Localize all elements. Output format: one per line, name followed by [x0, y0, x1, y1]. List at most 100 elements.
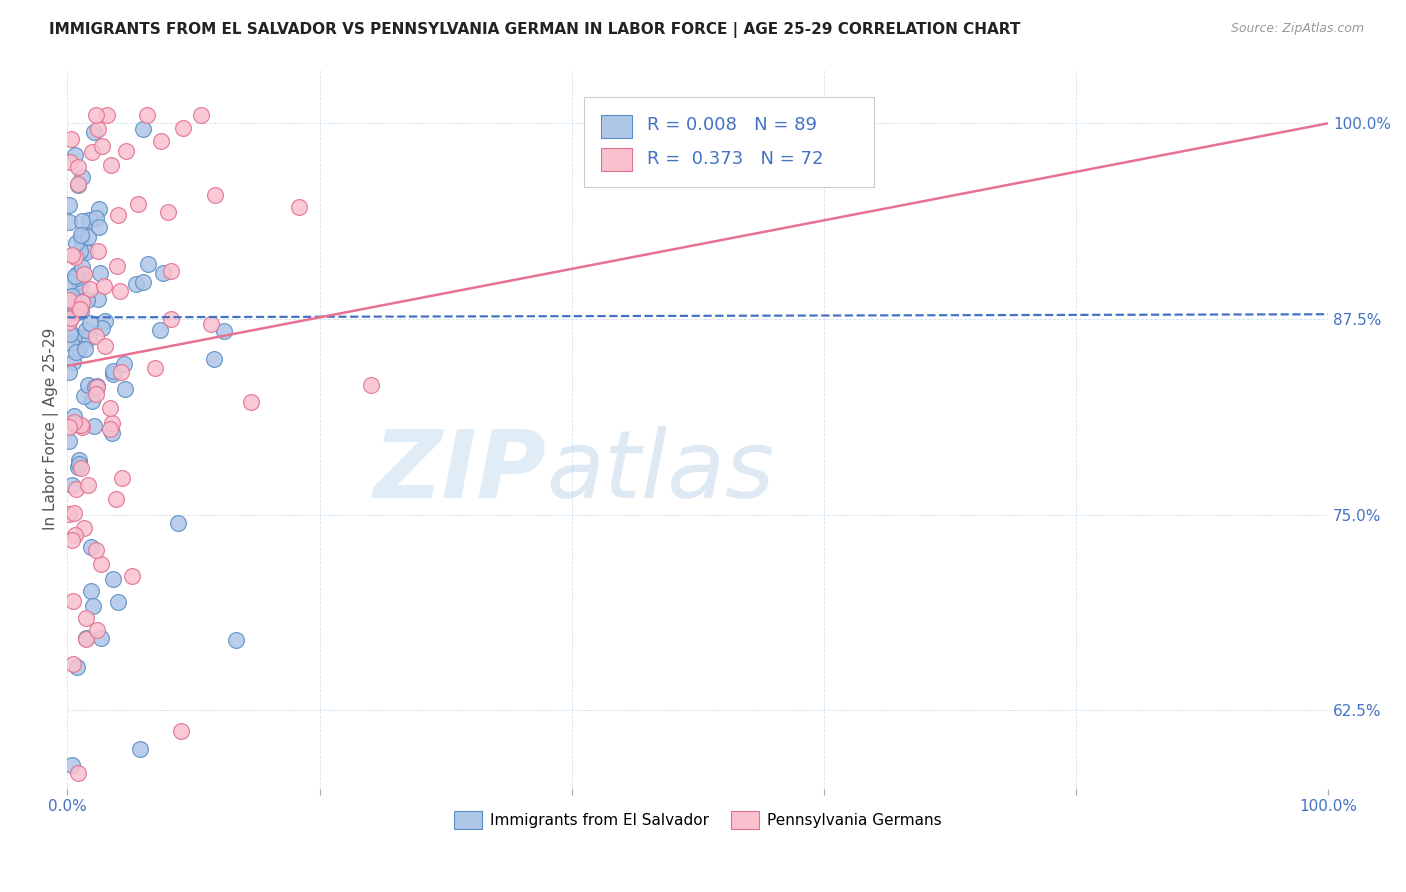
Point [90, 139, 112, 153]
Point [58, 307, 80, 321]
Point [108, 284, 131, 298]
Text: R =  0.373   N = 72: R = 0.373 N = 72 [647, 150, 824, 168]
Point [84, 543, 107, 558]
Point [66, 177, 89, 191]
Point [225, 632, 247, 647]
Text: atlas: atlas [547, 426, 775, 517]
Point [65, 271, 87, 285]
Point [75, 632, 97, 647]
Point [110, 365, 132, 379]
Point [67, 453, 90, 467]
Point [90, 558, 112, 572]
Point [58, 215, 80, 229]
Point [69, 278, 91, 293]
Point [84, 379, 107, 393]
Point [75, 631, 97, 645]
Point [59, 155, 82, 169]
Point [107, 595, 129, 609]
Point [100, 158, 122, 172]
Point [66, 300, 89, 314]
Point [202, 352, 225, 367]
Point [132, 122, 155, 136]
Point [77, 230, 100, 244]
Point [115, 145, 138, 159]
Point [86, 623, 108, 637]
Point [166, 516, 188, 530]
Point [80, 393, 103, 408]
Point [93, 314, 115, 328]
Point [58, 275, 80, 289]
Point [58, 198, 80, 212]
Point [70, 268, 93, 283]
Point [87, 292, 110, 306]
Point [111, 471, 134, 485]
Point [87, 202, 110, 217]
Point [72, 389, 94, 403]
Point [136, 108, 159, 122]
Point [112, 357, 135, 371]
Point [90, 321, 112, 335]
Point [69, 231, 91, 245]
Point [101, 368, 124, 382]
Point [93, 339, 115, 353]
Point [83, 125, 105, 139]
Point [69, 244, 91, 258]
Point [62, 657, 84, 671]
Point [101, 364, 124, 378]
Point [204, 187, 226, 202]
Point [60, 335, 83, 350]
Point [107, 208, 129, 222]
Point [63, 251, 86, 265]
Point [67, 285, 90, 300]
Point [360, 377, 382, 392]
Point [159, 263, 181, 277]
Point [73, 268, 96, 282]
Point [75, 611, 97, 625]
Point [90, 631, 112, 645]
FancyBboxPatch shape [585, 97, 875, 187]
Point [77, 213, 100, 227]
Point [288, 200, 311, 214]
Point [59, 131, 82, 145]
Point [67, 274, 90, 288]
Point [66, 459, 89, 474]
Point [82, 599, 104, 614]
Point [69, 301, 91, 316]
Point [63, 268, 86, 283]
Point [143, 360, 166, 375]
Point [58, 365, 80, 379]
Point [87, 220, 110, 235]
Point [67, 343, 90, 357]
Point [170, 724, 193, 739]
Text: R = 0.008   N = 89: R = 0.008 N = 89 [647, 116, 817, 134]
Point [86, 378, 108, 392]
Y-axis label: In Labor Force | Age 25-29: In Labor Force | Age 25-29 [44, 327, 59, 530]
Point [62, 506, 84, 520]
Point [60, 533, 83, 547]
Point [63, 304, 86, 318]
Point [58, 434, 80, 448]
Point [69, 227, 91, 242]
Point [63, 148, 86, 162]
Point [58, 315, 80, 329]
Point [149, 323, 172, 337]
Point [101, 416, 124, 430]
Point [70, 461, 93, 475]
Point [65, 345, 87, 359]
Point [62, 355, 84, 369]
Point [114, 382, 136, 396]
Point [62, 594, 84, 608]
Point [101, 572, 124, 586]
Point [67, 457, 90, 471]
Point [65, 482, 87, 496]
Point [86, 380, 108, 394]
Point [84, 387, 107, 401]
Point [136, 257, 159, 271]
Point [77, 331, 100, 345]
Point [58, 507, 80, 521]
Point [77, 477, 100, 491]
Point [157, 205, 180, 219]
Point [80, 583, 103, 598]
Point [58, 420, 80, 434]
Point [60, 248, 83, 262]
